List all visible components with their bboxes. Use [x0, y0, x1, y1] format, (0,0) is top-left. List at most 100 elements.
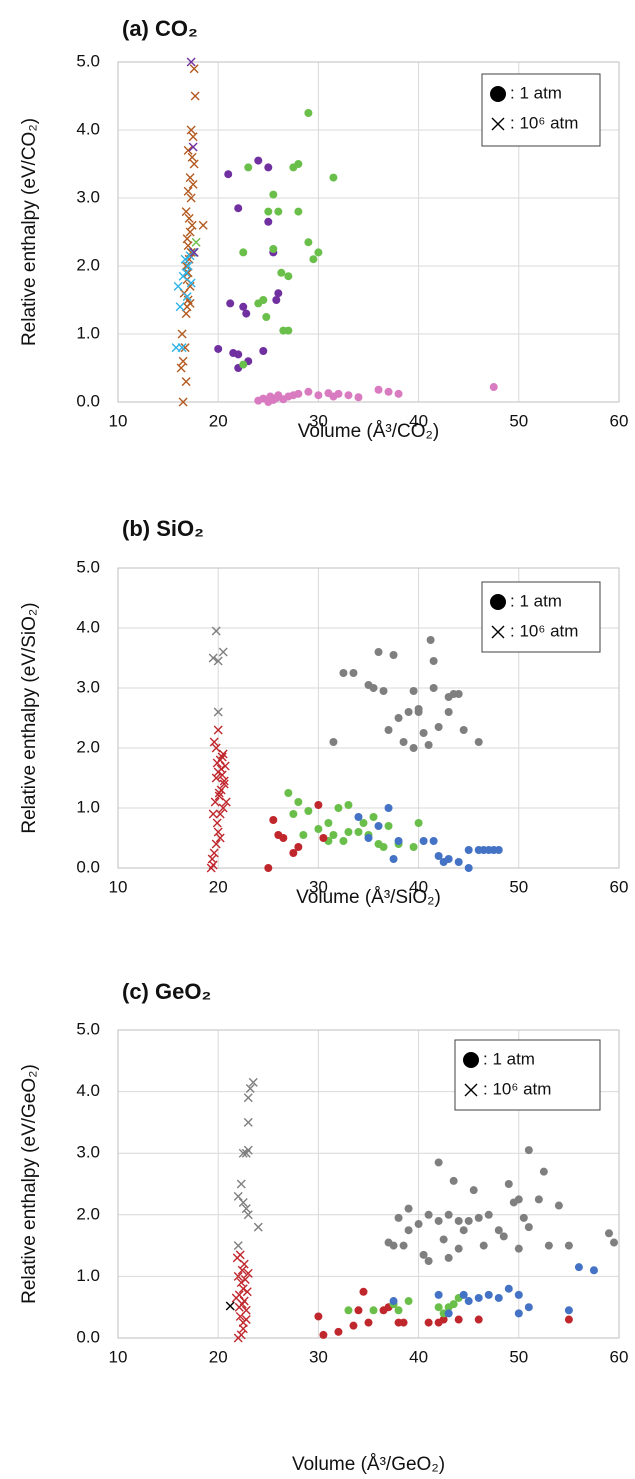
series: [284, 789, 423, 851]
scatter-point: [484, 1210, 493, 1219]
scatter-point: [379, 1306, 388, 1315]
y-axis-label: Relative enthalpy (eV/CO₂): [19, 118, 40, 346]
y-tick-label: 5.0: [76, 1019, 100, 1038]
y-tick-label: 3.0: [76, 1143, 100, 1162]
series: [264, 801, 328, 872]
scatter-point: [449, 1176, 458, 1185]
scatter-cross: [208, 809, 218, 819]
scatter-point: [239, 302, 248, 311]
scatter-point: [474, 1293, 483, 1302]
series: [231, 1250, 253, 1343]
y-tick-label: 3.0: [76, 187, 100, 206]
scatter-point: [294, 160, 303, 168]
scatter-cross: [187, 220, 197, 230]
scatter-point: [604, 1229, 613, 1238]
scatter-point: [304, 109, 313, 117]
legend-marker: [491, 625, 505, 639]
scatter-point: [426, 636, 435, 644]
scatter-point: [364, 1318, 373, 1327]
y-tick-label: 2.0: [76, 1204, 100, 1223]
scatter-point: [524, 1146, 533, 1155]
legend-label: : 10⁶ atm: [510, 621, 578, 640]
scatter-point: [474, 1213, 483, 1222]
scatter-cross: [181, 268, 191, 278]
scatter-point: [494, 846, 503, 854]
scatter-point: [334, 389, 343, 398]
scatter-point: [274, 207, 283, 216]
scatter-point: [429, 657, 438, 665]
x-tick-label: 50: [509, 411, 528, 430]
scatter-cross: [241, 1315, 251, 1325]
legend-label: : 10⁶ atm: [510, 113, 578, 132]
y-tick-label: 4.0: [76, 119, 100, 138]
scatter-point: [389, 651, 398, 659]
scatter-point: [454, 858, 463, 866]
scatter-cross: [212, 818, 222, 828]
scatter-point: [344, 1306, 353, 1315]
scatter-point: [329, 831, 338, 839]
y-tick-label: 3.0: [76, 677, 100, 696]
scatter-point: [474, 738, 483, 746]
scatter-cross: [219, 779, 229, 789]
scatter-cross: [211, 839, 221, 849]
scatter-cross: [245, 1084, 255, 1094]
scatter-cross: [236, 1179, 246, 1189]
y-tick-label: 1.0: [76, 323, 100, 342]
scatter-point: [374, 385, 383, 394]
scatter-point: [359, 1287, 368, 1296]
scatter-point: [369, 684, 378, 692]
scatter-cross: [186, 278, 196, 288]
scatter-point: [394, 1306, 403, 1315]
x-axis-label: Volume (Å³/GeO₂): [292, 1454, 445, 1475]
y-tick-label: 0.0: [76, 857, 100, 876]
scatter-point: [434, 723, 443, 731]
scatter-point: [539, 1167, 548, 1176]
scatter-point: [444, 855, 453, 863]
plot-border: [117, 1029, 620, 1339]
scatter-point: [414, 1220, 423, 1229]
scatter-cross: [233, 1241, 243, 1251]
scatter-point: [459, 1290, 468, 1299]
x-tick-label: 30: [309, 411, 328, 430]
scatter-point: [389, 1241, 398, 1250]
series: [384, 1146, 618, 1265]
series: [354, 804, 503, 872]
scatter-point: [319, 1330, 328, 1339]
legend: : 1 atm: 10⁶ atm: [481, 73, 601, 147]
scatter-point: [564, 1241, 573, 1250]
scatter-point: [464, 1216, 473, 1225]
scatter-point: [424, 1318, 433, 1327]
scatter-point: [344, 801, 353, 809]
scatter-cross: [188, 247, 198, 257]
scatter-cross: [216, 764, 226, 774]
scatter-cross: [182, 292, 192, 302]
scatter-point: [329, 173, 338, 182]
scatter-cross: [243, 1117, 253, 1127]
scatter-point: [554, 1201, 563, 1210]
scatter-point: [314, 1312, 323, 1321]
scatter-point: [329, 738, 338, 746]
y-tick-label: 1.0: [76, 1266, 100, 1285]
legend-box: [454, 1039, 601, 1111]
scatter-point: [319, 834, 328, 842]
scatter-point: [239, 360, 248, 369]
x-tick-label: 60: [610, 877, 629, 896]
legend-label: : 10⁶ atm: [483, 1079, 551, 1098]
scatter-point: [359, 819, 368, 827]
series: [233, 1077, 263, 1251]
y-tick-label: 4.0: [76, 1081, 100, 1100]
scatter-point: [374, 648, 383, 656]
scatter-cross: [236, 1330, 246, 1340]
series: [254, 383, 498, 406]
scatter-point: [224, 170, 233, 179]
scatter-cross: [207, 854, 217, 864]
scatter-point: [404, 708, 413, 716]
scatter-point: [274, 289, 283, 298]
series: [206, 725, 231, 873]
scatter-cross: [181, 207, 191, 217]
scatter-cross: [211, 773, 221, 783]
scatter-point: [324, 819, 333, 827]
scatter-cross: [180, 343, 190, 353]
scatter-point: [424, 1210, 433, 1219]
